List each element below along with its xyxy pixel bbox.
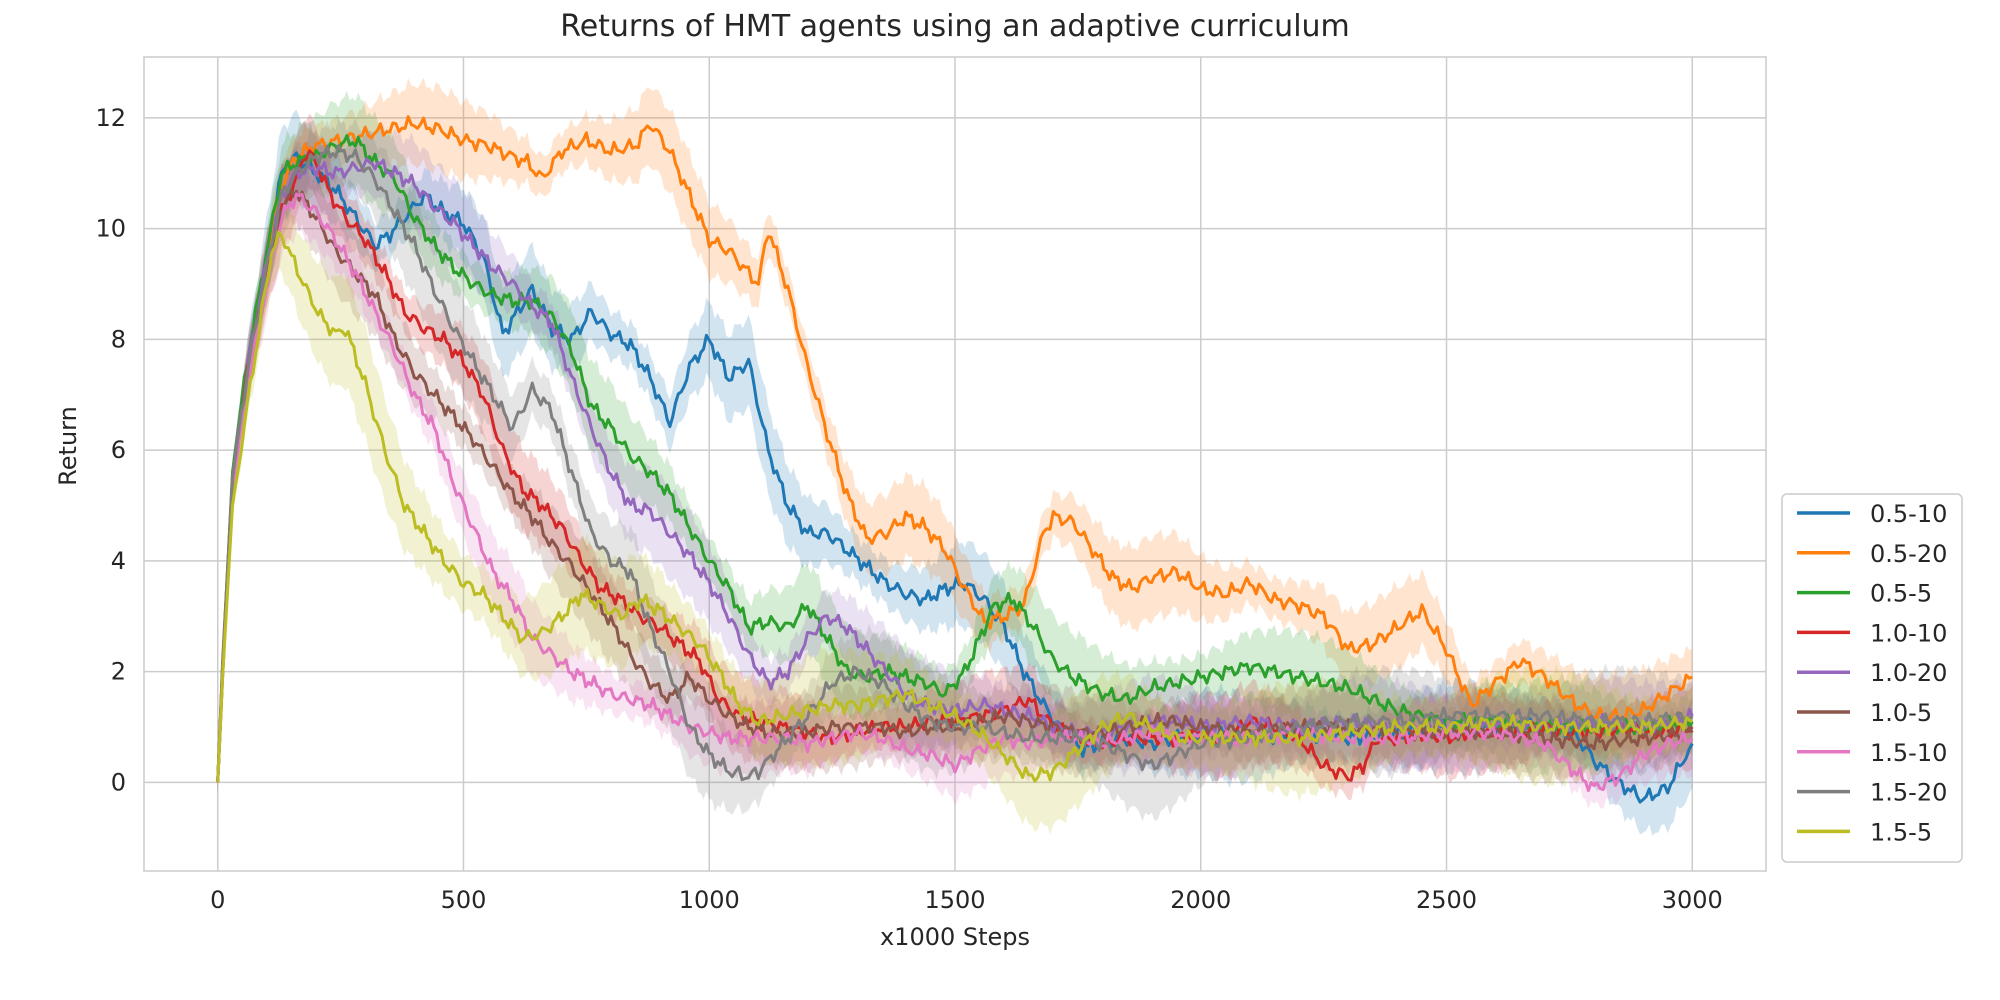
legend-label-0.5-10: 0.5-10 bbox=[1870, 500, 1947, 528]
y-tick-label: 8 bbox=[111, 325, 126, 353]
y-axis-ticks: 0 2 4 6 8 10 12 bbox=[95, 104, 126, 796]
y-tick-label: 6 bbox=[111, 436, 126, 464]
y-tick-label: 12 bbox=[95, 104, 126, 132]
y-tick-label: 0 bbox=[111, 768, 126, 796]
legend: 0.5-10 0.5-20 0.5-5 1.0-10 1.0-20 1.0-5 1.5-10… bbox=[1781, 493, 1963, 863]
x-axis-ticks: 0 500 1000 1500 2000 2500 3000 bbox=[210, 886, 1723, 914]
chart-title: Returns of HMT agents using an adaptive … bbox=[560, 9, 1350, 44]
y-tick-label: 2 bbox=[111, 658, 126, 686]
y-axis-label: Return bbox=[54, 406, 82, 486]
legend-label-0.5-20: 0.5-20 bbox=[1870, 540, 1947, 568]
y-tick-label: 10 bbox=[95, 215, 126, 243]
series-line-1.5-10 bbox=[216, 192, 1694, 792]
x-tick-label: 2500 bbox=[1416, 886, 1477, 914]
series-lines bbox=[216, 115, 1694, 804]
legend-label-1.0-5: 1.0-5 bbox=[1870, 699, 1932, 727]
y-tick-label: 4 bbox=[111, 547, 126, 575]
legend-label-1.5-10: 1.5-10 bbox=[1870, 739, 1947, 767]
grid bbox=[144, 57, 1766, 871]
legend-box bbox=[1781, 493, 1963, 863]
legend-items: 0.5-10 0.5-20 0.5-5 1.0-10 1.0-20 1.0-5 1.5-10… bbox=[1797, 500, 1947, 846]
confidence-band-1.5-20 bbox=[217, 117, 1693, 822]
legend-label-1.5-20: 1.5-20 bbox=[1870, 779, 1947, 807]
series-line-1.5-5 bbox=[216, 230, 1693, 783]
plot-frame bbox=[143, 56, 1767, 872]
x-tick-label: 500 bbox=[441, 886, 487, 914]
confidence-band-1.0-10 bbox=[217, 113, 1693, 801]
x-tick-label: 2000 bbox=[1170, 886, 1231, 914]
x-axis-label: x1000 Steps bbox=[880, 923, 1030, 951]
legend-label-1.0-20: 1.0-20 bbox=[1870, 659, 1947, 687]
legend-label-1.5-5: 1.5-5 bbox=[1870, 818, 1932, 846]
x-tick-label: 1500 bbox=[924, 886, 985, 914]
x-tick-label: 0 bbox=[210, 886, 225, 914]
series-line-1.5-20 bbox=[216, 144, 1694, 783]
legend-label-1.0-10: 1.0-10 bbox=[1870, 619, 1947, 647]
x-tick-label: 3000 bbox=[1662, 886, 1723, 914]
series-line-0.5-20 bbox=[216, 115, 1693, 783]
legend-label-0.5-5: 0.5-5 bbox=[1870, 580, 1932, 608]
x-tick-label: 1000 bbox=[679, 886, 740, 914]
confidence-band-0.5-10 bbox=[217, 109, 1693, 836]
